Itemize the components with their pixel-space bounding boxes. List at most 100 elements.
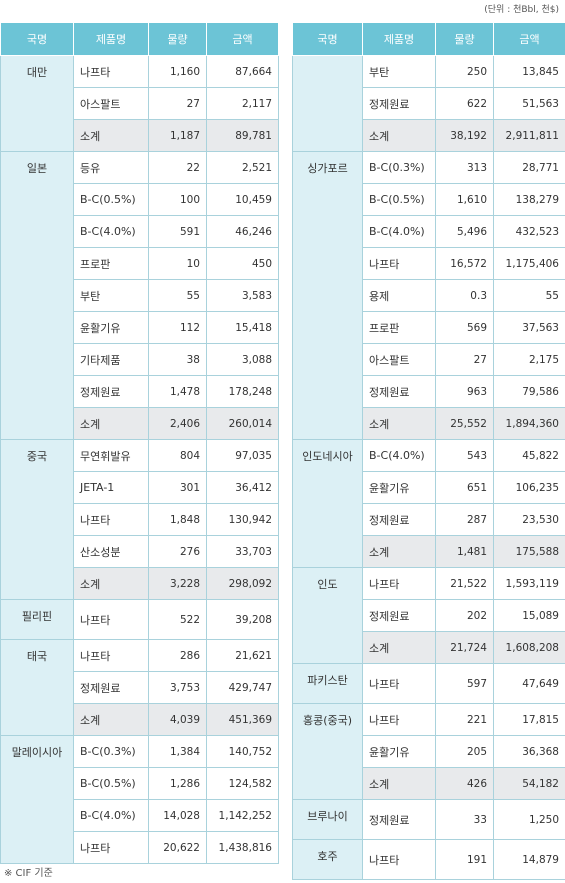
quantity-cell: 804 [148, 439, 207, 472]
country-cell: 말레이시아 [0, 735, 74, 864]
product-cell: 소계 [73, 407, 149, 440]
quantity-cell: 2,406 [148, 407, 207, 440]
table-row: 싱가포르 B-C(0.3%) 313 28,771 [292, 151, 565, 440]
product-cell: 아스팔트 [73, 87, 149, 120]
subtotal-row: 소계 3,228 298,092 [1, 567, 279, 600]
quantity-cell: 569 [435, 311, 494, 344]
product-cell: 나프타 [73, 599, 149, 640]
amount-cell: 47,649 [493, 663, 565, 704]
quantity-cell: 3,753 [148, 671, 207, 704]
amount-cell: 87,664 [206, 55, 279, 88]
amount-cell: 1,142,252 [206, 799, 279, 832]
export-table-left: 국명 제품명 물량 금액 대만 나프타 1,160 87,664 아스팔트 27 2,117… [0, 22, 279, 864]
quantity-cell: 27 [435, 343, 494, 376]
country-cell: 호주 [292, 839, 363, 880]
table-row: B-C(4.0%) 591 46,246 [1, 215, 279, 248]
amount-cell: 36,368 [493, 735, 565, 768]
product-cell: JETA-1 [73, 471, 149, 504]
quantity-cell: 276 [148, 535, 207, 568]
table-row: 인도 나프타 21,522 1,593,119 [292, 567, 565, 664]
quantity-cell: 1,160 [148, 55, 207, 88]
amount-cell: 130,942 [206, 503, 279, 536]
left-table-body: 대만 나프타 1,160 87,664 아스팔트 27 2,117 소계 1,187 89,781… [0, 55, 279, 864]
country-cell: 태국 [0, 639, 74, 736]
product-cell: 나프타 [362, 663, 436, 704]
header-quantity: 물량 [435, 22, 494, 56]
header-amount: 금액 [206, 22, 279, 56]
amount-cell: 1,250 [493, 799, 565, 840]
product-cell: 소계 [73, 567, 149, 600]
product-cell: 소계 [362, 407, 436, 440]
table-row: 윤활기유 651 106,235 [293, 471, 565, 504]
product-cell: 나프타 [362, 703, 436, 736]
product-cell: 소계 [362, 767, 436, 800]
subtotal-row: 소계 2,406 260,014 [1, 407, 279, 440]
amount-cell: 15,089 [493, 599, 565, 632]
product-cell: 나프타 [73, 55, 149, 88]
product-cell: B-C(0.3%) [73, 735, 149, 768]
amount-cell: 138,279 [493, 183, 565, 216]
table-row: 정제원료 1,478 178,248 [1, 375, 279, 408]
quantity-cell: 591 [148, 215, 207, 248]
amount-cell: 140,752 [206, 735, 279, 768]
quantity-cell: 1,481 [435, 535, 494, 568]
header-quantity: 물량 [148, 22, 207, 56]
country-cell: 브루나이 [292, 799, 363, 840]
amount-cell: 15,418 [206, 311, 279, 344]
amount-cell: 3,088 [206, 343, 279, 376]
quantity-cell: 14,028 [148, 799, 207, 832]
quantity-cell: 21,724 [435, 631, 494, 664]
export-table-right: 국명 제품명 물량 금액 부탄 250 13,845 정제원료 622 51,563 소계 3… [292, 22, 565, 880]
table-row: B-C(0.5%) 1,610 138,279 [293, 183, 565, 216]
table-row: 나프타 20,622 1,438,816 [1, 831, 279, 864]
quantity-cell: 33 [435, 799, 494, 840]
amount-cell: 124,582 [206, 767, 279, 800]
amount-cell: 2,175 [493, 343, 565, 376]
amount-cell: 23,530 [493, 503, 565, 536]
country-cell: 필리핀 [0, 599, 74, 640]
quantity-cell: 543 [435, 439, 494, 472]
table-row: 윤활기유 112 15,418 [1, 311, 279, 344]
product-cell: B-C(0.3%) [362, 151, 436, 184]
table-row: 대만 나프타 1,160 87,664 [0, 55, 279, 152]
subtotal-row: 소계 25,552 1,894,360 [293, 407, 565, 440]
quantity-cell: 55 [148, 279, 207, 312]
amount-cell: 450 [206, 247, 279, 280]
product-cell: 부탄 [73, 279, 149, 312]
product-cell: 나프타 [362, 839, 436, 880]
quantity-cell: 301 [148, 471, 207, 504]
amount-cell: 1,438,816 [206, 831, 279, 864]
product-cell: B-C(4.0%) [362, 215, 436, 248]
amount-cell: 79,586 [493, 375, 565, 408]
subtotal-row: 소계 4,039 451,369 [1, 703, 279, 736]
amount-cell: 51,563 [493, 87, 565, 120]
quantity-cell: 191 [435, 839, 494, 880]
amount-cell: 1,593,119 [493, 567, 565, 600]
product-cell: 기타제품 [73, 343, 149, 376]
table-row: 부탄 55 3,583 [1, 279, 279, 312]
amount-cell: 13,845 [493, 55, 565, 88]
table-row: 일본 등유 22 2,521 [0, 151, 279, 440]
quantity-cell: 250 [435, 55, 494, 88]
amount-cell: 1,175,406 [493, 247, 565, 280]
quantity-cell: 10 [148, 247, 207, 280]
quantity-cell: 38,192 [435, 119, 494, 152]
header-country: 국명 [0, 22, 74, 56]
product-cell: 나프타 [73, 831, 149, 864]
unit-note: (단위 : 천Bbl, 천$) [484, 5, 559, 15]
amount-cell: 1,894,360 [493, 407, 565, 440]
amount-cell: 2,117 [206, 87, 279, 120]
amount-cell: 429,747 [206, 671, 279, 704]
country-cell: 중국 [0, 439, 74, 600]
quantity-cell: 38 [148, 343, 207, 376]
quantity-cell: 286 [148, 639, 207, 672]
product-cell: B-C(0.5%) [362, 183, 436, 216]
table-row: JETA-1 301 36,412 [1, 471, 279, 504]
table-row: 프로판 10 450 [1, 247, 279, 280]
amount-cell: 17,815 [493, 703, 565, 736]
table-row: 기타제품 38 3,088 [1, 343, 279, 376]
quantity-cell: 651 [435, 471, 494, 504]
country-cell: 인도네시아 [292, 439, 363, 568]
header-row: 국명 제품명 물량 금액 [0, 22, 279, 56]
quantity-cell: 25,552 [435, 407, 494, 440]
